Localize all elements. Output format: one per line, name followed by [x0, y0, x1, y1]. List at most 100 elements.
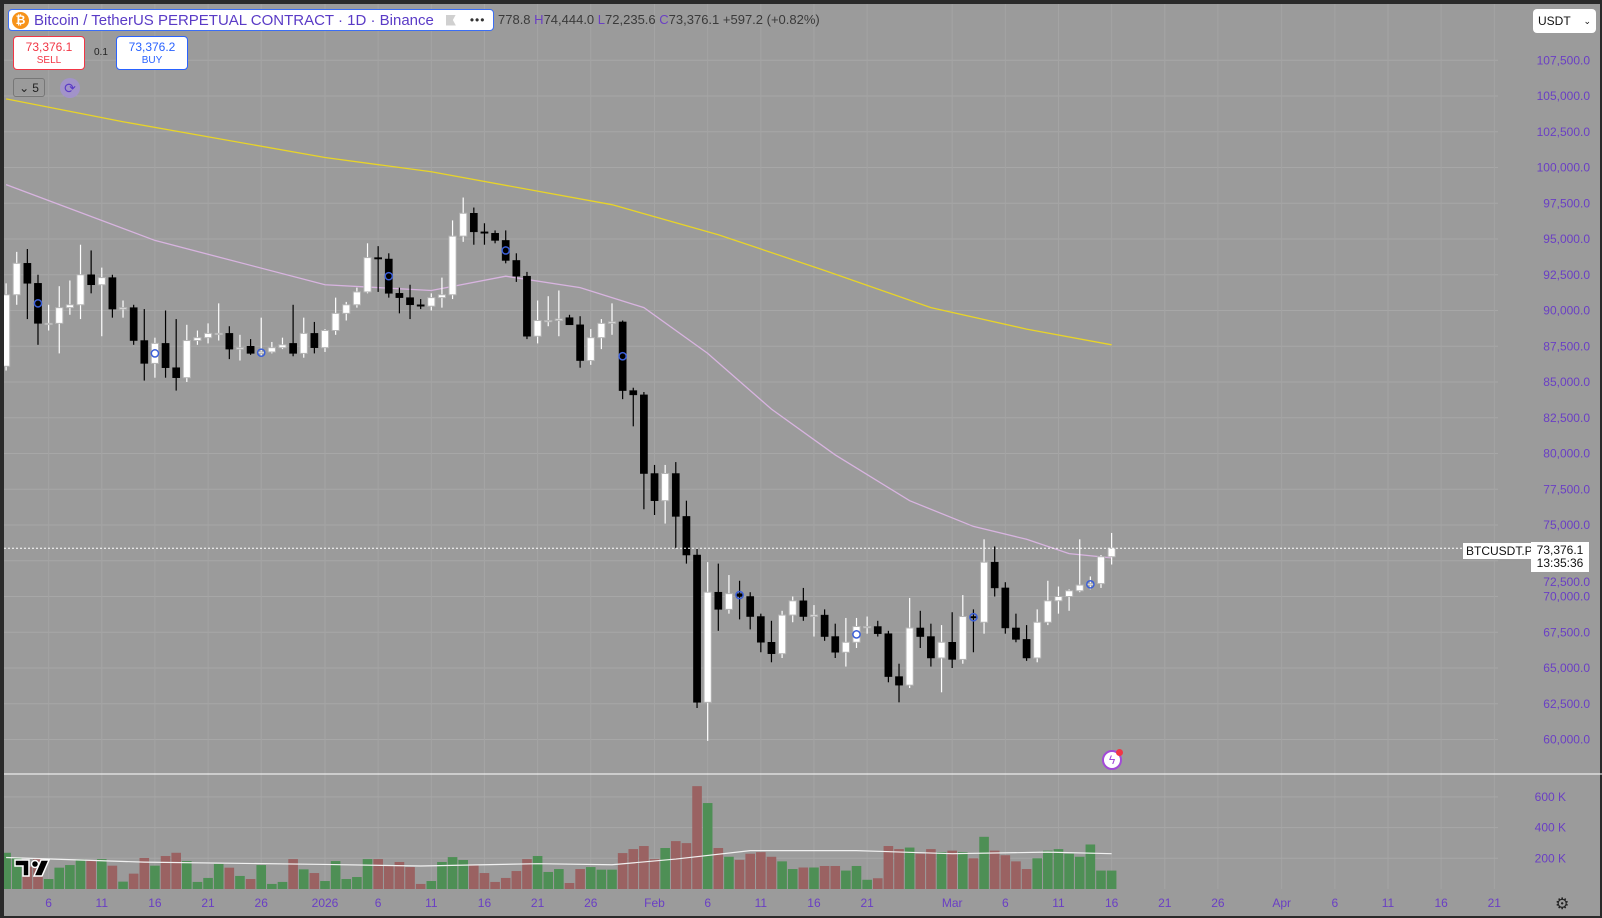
- flag-icon[interactable]: [445, 14, 456, 26]
- sell-button[interactable]: 73,376.1 SELL: [13, 36, 85, 70]
- candle-body: [416, 304, 425, 307]
- candle: [331, 297, 340, 335]
- volume-bar: [1096, 870, 1106, 889]
- ellipsis-icon[interactable]: •••: [469, 13, 486, 27]
- candle: [108, 274, 117, 318]
- volume-bar: [373, 859, 383, 889]
- candle: [990, 546, 999, 597]
- candle-body: [12, 262, 21, 296]
- candle-body: [469, 213, 478, 233]
- candle-body: [873, 626, 882, 634]
- candle-body: [714, 591, 723, 610]
- candle-body: [799, 600, 808, 617]
- price-axis-label: 87,500.0: [1543, 339, 1590, 353]
- candle: [246, 339, 255, 355]
- candle-body: [34, 283, 42, 324]
- indicators-toggle[interactable]: ⌄ 5: [13, 78, 45, 97]
- price-axis-label: 90,000.0: [1543, 304, 1590, 318]
- order-quantity[interactable]: 0.1: [94, 47, 108, 58]
- candle: [671, 462, 680, 548]
- volume-bar: [649, 859, 660, 889]
- lightning-icon[interactable]: ϟ: [1102, 749, 1123, 770]
- volume-bar: [86, 859, 96, 889]
- candle-body: [523, 275, 531, 337]
- gear-icon[interactable]: ⚙: [1555, 896, 1570, 913]
- volume-bar: [96, 859, 107, 889]
- candle-body: [363, 257, 372, 293]
- volume-bar: [1053, 849, 1064, 889]
- candle: [203, 323, 213, 344]
- time-axis-label: Apr: [1272, 896, 1291, 910]
- time-axis-label: 21: [860, 896, 874, 910]
- volume-bar: [787, 869, 798, 889]
- symbol-title[interactable]: Bitcoin / TetherUS PERPETUAL CONTRACT · …: [34, 11, 434, 29]
- candle-body: [65, 304, 74, 309]
- candle-body: [724, 593, 734, 610]
- chart-area[interactable]: 60,000.0 62,500.0 65,000.0 67,500.0 70,000.0…: [4, 4, 1602, 918]
- candle: [491, 230, 499, 244]
- candle: [948, 612, 957, 668]
- price-chart[interactable]: 60,000.0 62,500.0 65,000.0 67,500.0 70,000.0…: [4, 4, 1602, 918]
- volume-bar: [692, 786, 702, 889]
- candle: [1054, 586, 1063, 614]
- candle: [1001, 582, 1010, 634]
- event-marker-icon: [501, 246, 511, 255]
- candle-body: [384, 258, 393, 294]
- candle-body: [607, 321, 617, 324]
- currency-value: USDT: [1538, 14, 1571, 28]
- event-marker-icon: [618, 351, 627, 361]
- candle: [427, 293, 436, 311]
- volume-bar: [235, 875, 245, 889]
- price-axis-label: 105,000.0: [1537, 89, 1591, 103]
- ohlc-readout: 778.8 H74,444.0 L72,235.6 C73,376.1 +597…: [498, 12, 820, 27]
- candle: [788, 596, 797, 623]
- bar-countdown: 13:35:36: [1536, 556, 1584, 570]
- candle: [958, 595, 967, 664]
- time-axis-label: 6: [45, 896, 52, 910]
- candle: [129, 304, 138, 345]
- volume-bar: [383, 865, 394, 889]
- volume-bar: [607, 869, 617, 889]
- candle: [480, 223, 489, 245]
- time-axis-label: Mar: [942, 896, 963, 910]
- ma-fast-line: [5, 184, 1112, 559]
- volume-bar: [585, 867, 596, 889]
- candle-body: [554, 318, 563, 322]
- volume-bar: [841, 870, 851, 889]
- buy-label: BUY: [141, 55, 163, 66]
- currency-select[interactable]: USDT ⌄: [1533, 9, 1596, 33]
- candle: [809, 605, 819, 637]
- time-axis-label: 11: [425, 896, 438, 910]
- candle: [448, 220, 457, 300]
- candle-body: [650, 473, 659, 501]
- time-axis-label: 21: [531, 896, 545, 910]
- candle-body: [703, 591, 712, 703]
- candle: [863, 616, 872, 634]
- candle-body: [693, 554, 701, 703]
- candle-body: [895, 676, 903, 686]
- volume-bar: [830, 865, 841, 889]
- buy-button[interactable]: 73,376.2 BUY: [116, 36, 188, 70]
- price-axis-label: 85,000.0: [1543, 375, 1590, 389]
- candle-body: [214, 332, 223, 336]
- candle: [214, 303, 223, 341]
- candle-body: [480, 231, 489, 234]
- volume-bar: [596, 869, 607, 889]
- price-axis-label: 62,500.0: [1543, 697, 1590, 711]
- event-marker-icon: [852, 630, 861, 639]
- volume-bar: [479, 873, 490, 889]
- volume-bar: [4, 852, 11, 889]
- price-axis-label: 70,000.0: [1543, 590, 1590, 604]
- candle-body: [661, 473, 670, 502]
- candle: [650, 464, 659, 515]
- volume-bar: [617, 853, 628, 889]
- refresh-icon[interactable]: ⟳: [60, 78, 80, 98]
- symbol-legend[interactable]: ₿ Bitcoin / TetherUS PERPETUAL CONTRACT …: [8, 9, 494, 31]
- candle-body: [916, 627, 925, 637]
- volume-bar: [809, 867, 819, 889]
- tradingview-logo[interactable]: [14, 857, 50, 879]
- volume-bar: [1011, 861, 1021, 889]
- candle: [735, 580, 744, 620]
- candle-body: [576, 324, 584, 361]
- event-marker-icon: [1086, 579, 1095, 589]
